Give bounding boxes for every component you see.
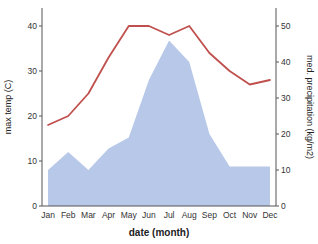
y2-axis-line xyxy=(276,8,277,206)
y-tick xyxy=(39,206,42,207)
y2-axis-label: med. precipitation (kg/m2) xyxy=(305,55,315,159)
y2-tick xyxy=(276,170,279,171)
temperature-line xyxy=(48,26,270,125)
y-tick xyxy=(39,161,42,162)
y2-tick-label: 30 xyxy=(281,93,291,103)
x-tick-label: Jan xyxy=(41,210,55,220)
y-tick-label: 40 xyxy=(28,21,38,31)
y2-tick xyxy=(276,62,279,63)
y-tick-label: 30 xyxy=(28,66,38,76)
x-tick-label: Oct xyxy=(223,210,237,220)
y-tick xyxy=(39,26,42,27)
y-tick-label: 10 xyxy=(28,156,38,166)
x-tick-label: Aug xyxy=(182,210,197,220)
y2-tick-label: 50 xyxy=(281,21,291,31)
x-tick-label: Jun xyxy=(142,210,156,220)
y2-tick xyxy=(276,134,279,135)
y2-tick-label: 40 xyxy=(281,57,291,67)
y-tick xyxy=(39,71,42,72)
y2-tick xyxy=(276,26,279,27)
x-tick-label: Jul xyxy=(164,210,175,220)
y-tick xyxy=(39,116,42,117)
y-tick-label: 20 xyxy=(28,111,38,121)
x-tick-label: Nov xyxy=(242,210,258,220)
y-axis-label: max temp (C) xyxy=(3,80,13,135)
chart: 0 10 20 30 40 0 10 20 30 40 50 Jan Feb Mar Apr May Jun Ju… xyxy=(0,0,318,244)
x-axis-line xyxy=(42,206,276,207)
plot-area xyxy=(48,26,270,206)
precipitation-area xyxy=(48,40,270,206)
y2-tick-label: 20 xyxy=(281,129,291,139)
x-tick-label: Apr xyxy=(102,210,115,220)
x-tick-label: Dec xyxy=(262,210,278,220)
x-tick-label: May xyxy=(121,210,138,220)
y2-tick xyxy=(276,206,279,207)
y-tick-label: 0 xyxy=(32,201,37,211)
x-axis-label: date (month) xyxy=(129,227,190,238)
x-tick-label: Sep xyxy=(202,210,217,220)
x-tick-label: Mar xyxy=(81,210,96,220)
y2-tick xyxy=(276,98,279,99)
x-tick-label: Feb xyxy=(61,210,76,220)
y2-tick-label: 0 xyxy=(281,201,286,211)
y2-tick-label: 10 xyxy=(281,165,291,175)
y-axis-line xyxy=(42,8,43,206)
